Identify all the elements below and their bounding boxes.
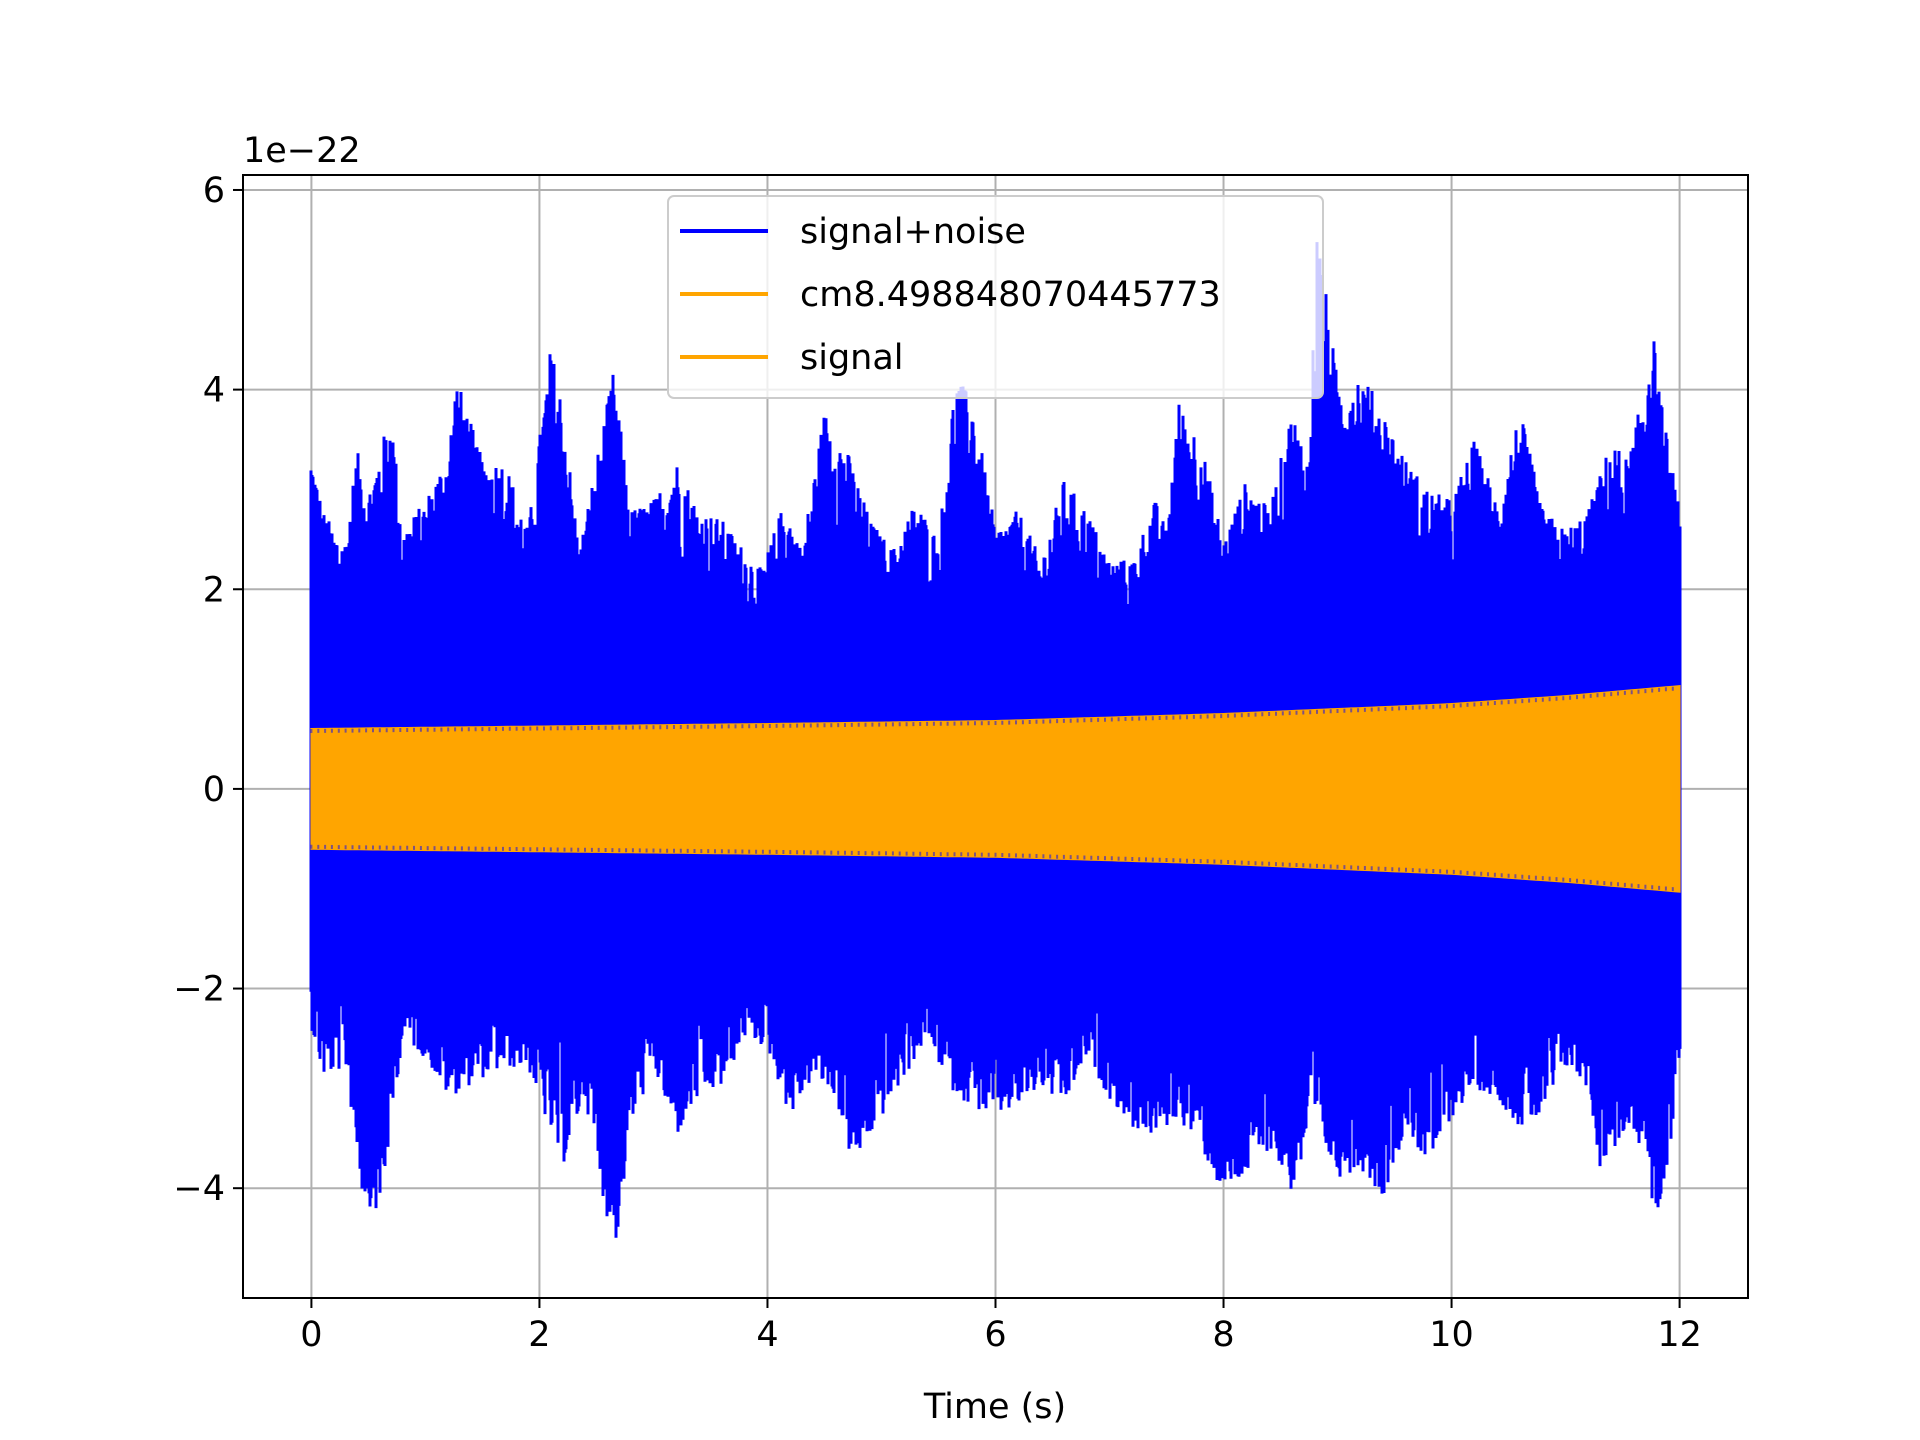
series-signal-edge (310, 686, 1674, 892)
ticks: 0 2 4 6 8 10 12 −4 −2 0 2 4 6 (173, 171, 1701, 1355)
y-tick-label: 0 (203, 770, 225, 810)
y-scale-label: 1e−22 (243, 131, 361, 171)
x-tick-label: 0 (300, 1315, 322, 1355)
legend-label: signal (800, 338, 904, 378)
y-tick-label: 6 (203, 171, 225, 211)
x-tick-label: 8 (1212, 1315, 1234, 1355)
y-tick-label: −2 (173, 970, 225, 1010)
legend-box (667, 195, 1324, 399)
series-group (309, 242, 1682, 1238)
x-tick-label: 2 (528, 1315, 550, 1355)
x-tick-label: 4 (756, 1315, 778, 1355)
y-tick-label: 4 (203, 371, 225, 411)
y-tick-label: 2 (203, 570, 225, 610)
legend-label: cm8.498848070445773 (800, 275, 1221, 315)
x-tick-label: 10 (1429, 1315, 1474, 1355)
x-axis-label: Time (s) (923, 1387, 1066, 1427)
x-tick-label: 12 (1657, 1315, 1702, 1355)
x-tick-label: 6 (984, 1315, 1006, 1355)
legend: signal+noise cm8.498848070445773 signal (667, 195, 1324, 399)
plot-area (309, 242, 1682, 1238)
y-tick-label: −4 (173, 1169, 225, 1209)
legend-label: signal+noise (800, 212, 1026, 252)
